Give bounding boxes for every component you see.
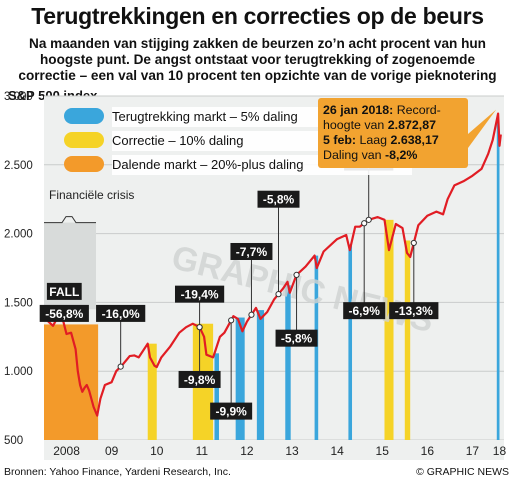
- annotation-label: -9,9%: [215, 405, 247, 419]
- legend-swatch: [64, 132, 104, 148]
- x-axis-band: [44, 440, 504, 460]
- annotation-box: [96, 304, 146, 322]
- annotation-label: -13,3%: [395, 304, 433, 318]
- y-tick-label: 1.000: [4, 366, 33, 378]
- annotation-label: -56,8%: [45, 307, 83, 321]
- correction-band: [147, 343, 157, 440]
- callout-box: [318, 98, 468, 168]
- subtitle-line-3: correctie – een val van 10 procent ten o…: [18, 68, 497, 83]
- annotation-dot: [196, 324, 203, 331]
- pullback-band: [314, 255, 319, 440]
- callout-pointer: [468, 109, 497, 148]
- x-tick-label: 14: [330, 444, 344, 458]
- annotation-label: -9,8%: [184, 373, 216, 387]
- correction-band: [404, 240, 411, 440]
- pullback-band: [496, 120, 500, 441]
- annotation-box: [174, 285, 225, 303]
- annotation-label: -5,8%: [263, 193, 295, 207]
- pullback-band: [235, 317, 245, 440]
- callout-text: 2.872,87: [388, 118, 436, 132]
- callout-text: 2.638,17: [391, 133, 439, 147]
- annotation-box: [230, 242, 273, 260]
- x-tick-label: 17: [466, 444, 480, 458]
- x-tick-label: 11: [196, 444, 209, 458]
- y-tick-label: 500: [4, 435, 23, 447]
- chart-title: Terugtrekkingen en correcties op de beur…: [31, 3, 484, 29]
- x-tick-label: 12: [240, 444, 254, 458]
- x-tick-label: 13: [285, 444, 299, 458]
- pullback-band: [348, 244, 353, 440]
- callout-text: 5 feb:: [323, 133, 356, 147]
- annotation-dot: [228, 317, 235, 324]
- pullback-band: [214, 353, 219, 440]
- annotation-label: -7,7%: [236, 245, 268, 259]
- annotation-label: -19,4%: [181, 288, 219, 302]
- crisis-note: Financiële crisis: [49, 188, 134, 202]
- sp500-line: [42, 112, 502, 417]
- pullback-band: [285, 285, 291, 440]
- annotation-box: [178, 370, 221, 388]
- callout-line: 5 feb: Laag 2.638,17: [323, 133, 439, 147]
- annotation-box: [39, 304, 89, 322]
- y-tick-label: 2.500: [4, 160, 33, 172]
- bear-band: [44, 324, 99, 440]
- annotation-label: FALL: [49, 285, 79, 299]
- callout-text: Laag: [356, 133, 390, 147]
- crisis-bracket: [44, 216, 96, 224]
- x-tick-label: 2008: [53, 444, 80, 458]
- annotation-label: -16,0%: [102, 307, 140, 321]
- source-note: Bronnen: Yahoo Finance, Yardeni Research…: [4, 466, 231, 478]
- correction-band: [384, 219, 394, 440]
- subtitle-line-1: Na maanden van stijging zakken de beurze…: [29, 36, 486, 51]
- callout-text: Daling van: [323, 148, 385, 162]
- legend-label: Dalende markt – 20%-plus daling: [112, 157, 304, 172]
- annotation-label: -5,8%: [281, 332, 313, 346]
- annotation-dot: [365, 216, 372, 223]
- callout-text: hoogte van: [323, 118, 388, 132]
- x-tick-label: 18: [493, 444, 507, 458]
- y-tick-label: 3.000: [4, 91, 33, 103]
- annotation-dot: [361, 220, 368, 227]
- callout-text: Record-: [393, 103, 441, 117]
- annotation-label: -6,9%: [349, 304, 381, 318]
- callout-line: 26 jan 2018: Record-: [323, 103, 441, 117]
- annotation-box: [389, 302, 439, 320]
- annotation-box: [46, 282, 82, 300]
- x-tick-label: 10: [150, 444, 164, 458]
- y-tick-label: 1.500: [4, 297, 33, 309]
- annotation-dot: [293, 271, 300, 278]
- x-tick-label: 16: [421, 444, 435, 458]
- legend-label: Terugtrekking markt – 5% daling: [112, 109, 298, 124]
- annotation-dot: [410, 239, 417, 247]
- annotation-dot: [117, 363, 124, 370]
- pullback-band: [256, 310, 265, 440]
- annotation-box: [210, 402, 253, 420]
- y-tick-label: 2.000: [4, 229, 33, 241]
- legend-label: Correctie – 10% daling: [112, 133, 244, 148]
- x-tick-label: 09: [105, 444, 119, 458]
- legend-swatch: [64, 156, 104, 172]
- annotation-box: [275, 329, 318, 347]
- credit-note: © GRAPHIC NEWS: [416, 466, 509, 478]
- callout-line: Daling van -8,2%: [323, 148, 417, 162]
- annotation-box: [257, 190, 300, 208]
- callout-text: 26 jan 2018:: [323, 103, 393, 117]
- subtitle-line-2: hoogste punt. De angst ontstaat voor ter…: [39, 52, 476, 67]
- callout-text: -8,2%: [385, 148, 417, 162]
- annotation-box: [343, 302, 386, 320]
- annotation-dot: [248, 311, 255, 318]
- annotation-dot: [275, 291, 282, 298]
- callout-line: hoogte van 2.872,87: [323, 118, 436, 132]
- legend-swatch: [64, 108, 104, 124]
- x-tick-label: 15: [376, 444, 390, 458]
